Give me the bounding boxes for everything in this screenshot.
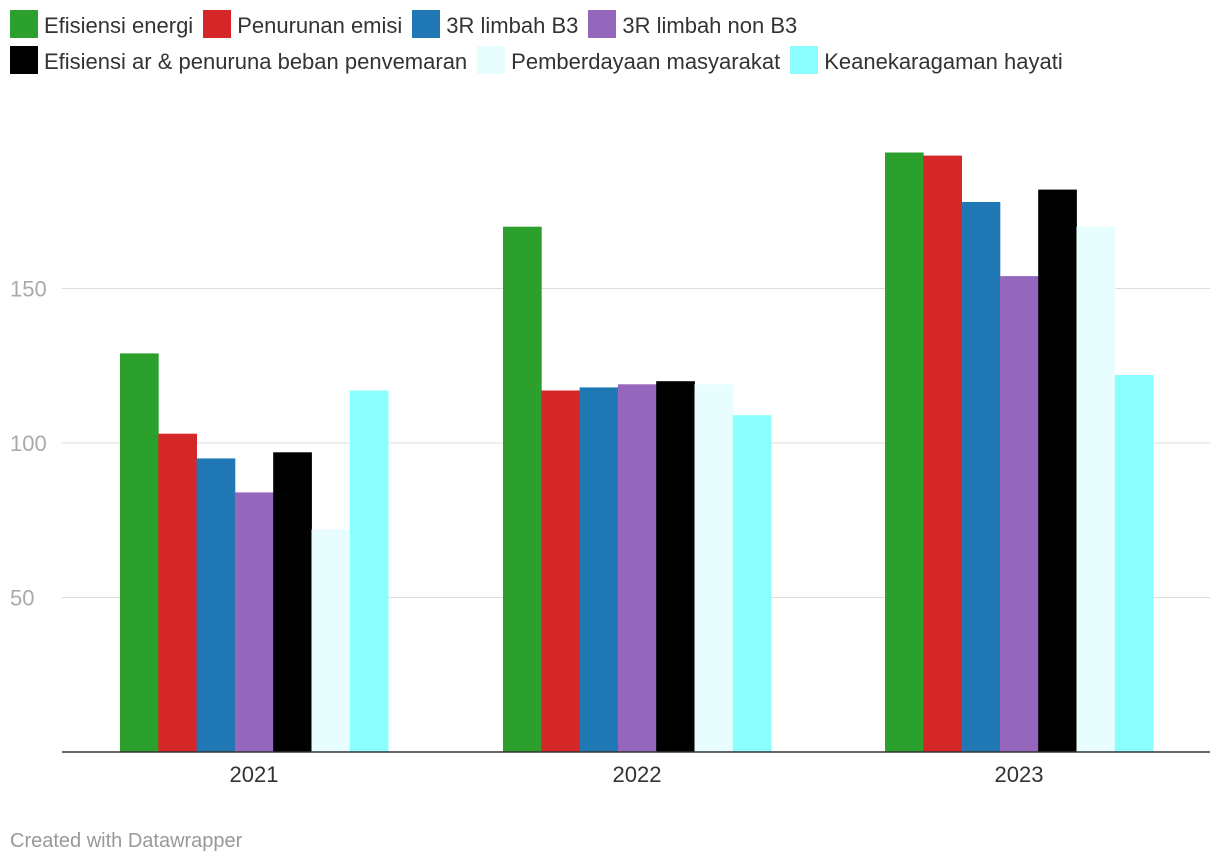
legend-item: Pemberdayaan masyarakat [477,44,780,80]
legend-swatch [10,10,38,38]
bar [617,384,657,752]
bar [541,390,580,752]
legend-swatch [790,46,819,74]
bar [579,387,619,752]
x-category-label: 2021 [230,762,279,787]
legend-item: Keanekaragaman hayati [790,44,1063,80]
legend-label: 3R limbah B3 [446,13,579,38]
footer-credit: Created with Datawrapper [10,830,243,852]
bar [311,529,351,752]
bar [1114,375,1154,752]
legend-label: Efisiensi ar & penuruna beban penvemaran [44,49,468,74]
legend-label: Penurunan emisi [237,13,403,38]
legend-label: Pemberdayaan masyarakat [511,49,781,74]
legend-item: 3R limbah B3 [412,8,578,44]
bar [234,492,274,752]
bar [120,353,159,752]
bar [999,276,1039,752]
legend-swatch [477,46,506,74]
legend-item: 3R limbah non B3 [588,8,797,44]
bar [961,202,1001,752]
bar [273,452,312,752]
bar [1038,189,1077,753]
legend-swatch [10,46,38,74]
legend-swatch [588,10,617,38]
legend-swatch [203,10,232,38]
legend-item: Efisiensi ar & penuruna beban penvemaran [10,44,467,80]
y-tick-label: 150 [10,277,47,302]
bar [349,390,389,752]
bar [923,155,962,753]
y-tick-label: 100 [10,431,47,456]
legend-item: Penurunan emisi [203,8,402,44]
legend-label: Keanekaragaman hayati [824,49,1063,74]
bar [196,458,236,752]
x-category-label: 2023 [995,762,1044,787]
legend-label: 3R limbah non B3 [622,13,798,38]
legend-label: Efisiensi energi [44,13,194,38]
bar [503,226,542,752]
legend-item: Efisiensi energi [10,8,193,44]
x-category-label: 2022 [613,762,662,787]
bar [158,433,197,752]
legend: Efisiensi energi Penurunan emisi 3R limbah… [10,8,1215,80]
bar [732,415,772,752]
bar [656,381,695,752]
bar [1076,226,1116,752]
legend-swatch [412,10,441,38]
axis-labels: 50 100 150 2021 2022 2023 [10,277,1043,788]
y-tick-label: 50 [10,586,34,611]
bars [120,152,1154,753]
bar [885,152,924,752]
bar [694,384,734,752]
